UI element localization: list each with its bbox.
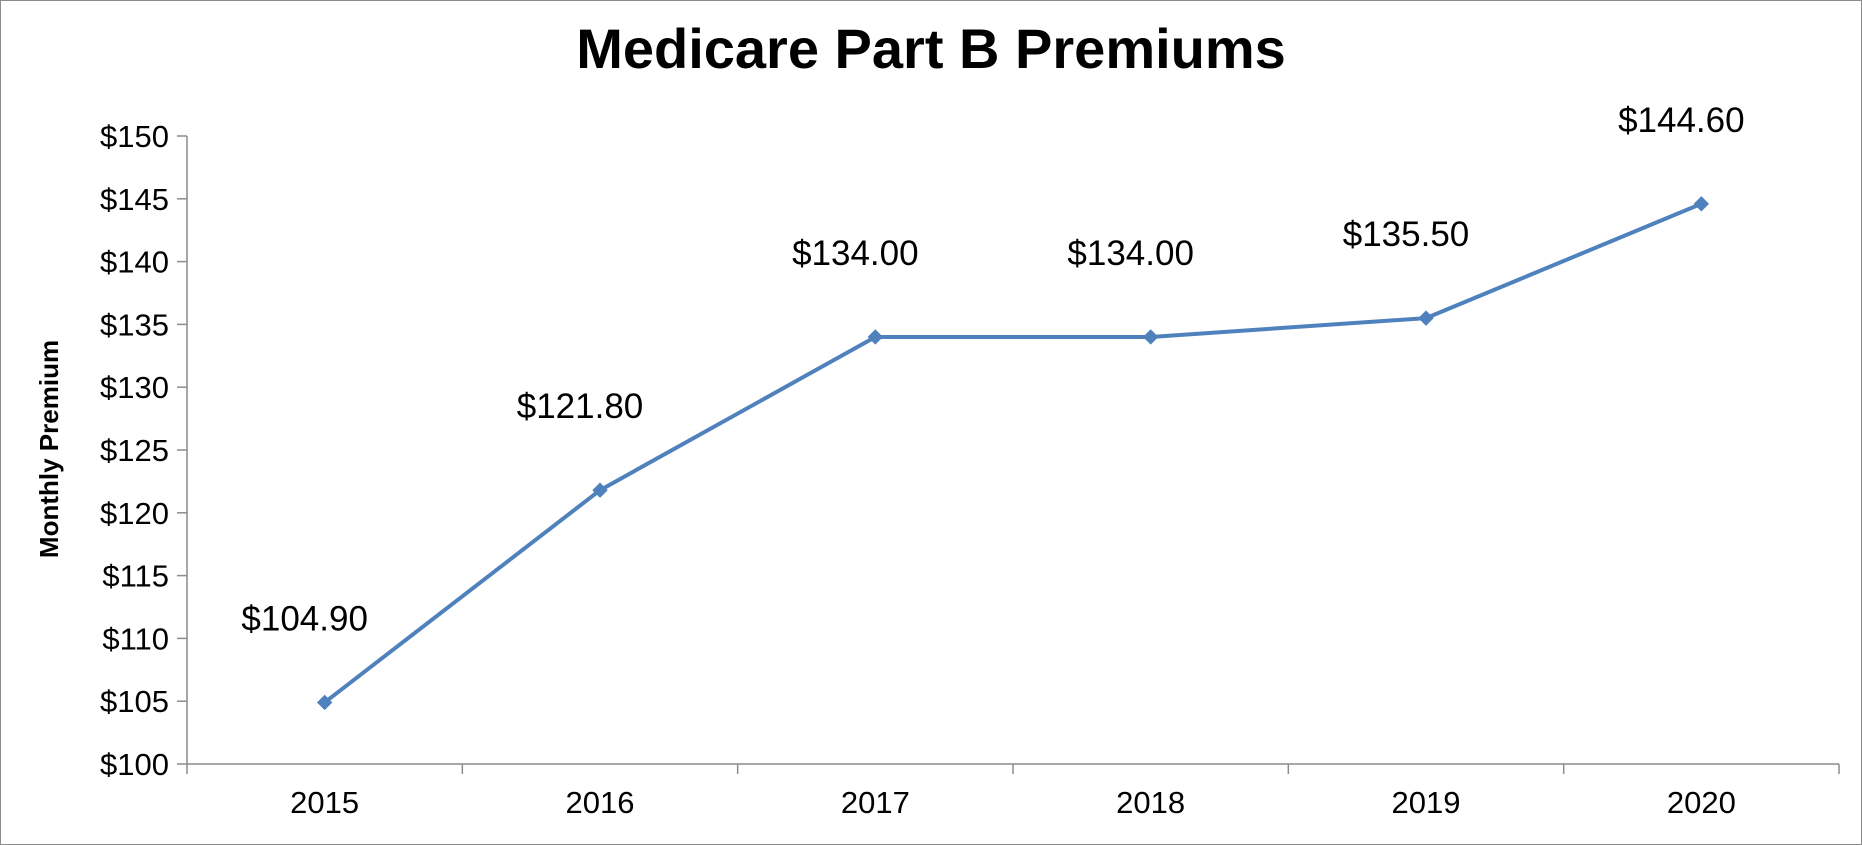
data-point-marker <box>1693 196 1710 212</box>
data-label: $135.50 <box>1343 215 1470 254</box>
data-label: $121.80 <box>517 387 644 426</box>
data-point-marker <box>592 482 608 498</box>
data-label: $134.00 <box>792 234 919 273</box>
y-tick-label: $125 <box>100 433 169 468</box>
y-axis-ticks: $100 $105 $110 $115 $120 $125 $130 $135 $140 $145… <box>100 119 187 782</box>
data-point-marker <box>1142 329 1159 345</box>
data-point-marker <box>867 329 884 345</box>
data-point-marker <box>1418 310 1434 326</box>
y-tick-label: $140 <box>100 245 169 280</box>
y-tick-label: $115 <box>102 559 169 594</box>
y-tick-label: $145 <box>100 182 169 217</box>
data-labels: $104.90 $121.80 $134.00 $134.00 $135.50 $144.… <box>241 101 1744 639</box>
x-axis-ticks: 2015 2016 2017 2018 2019 2020 <box>186 764 1840 820</box>
data-series <box>316 196 1710 711</box>
y-axis-title: Monthly Premium <box>34 340 64 558</box>
data-label: $144.60 <box>1618 101 1745 140</box>
x-tick-label: 2015 <box>290 785 359 820</box>
chart-title: Medicare Part B Premiums <box>576 17 1286 80</box>
x-tick-label: 2017 <box>841 785 910 820</box>
x-tick-label: 2019 <box>1392 785 1461 820</box>
y-tick-label: $150 <box>100 119 169 154</box>
data-label: $104.90 <box>241 599 368 638</box>
data-point-marker <box>316 694 333 711</box>
data-label: $134.00 <box>1067 234 1194 273</box>
series-line <box>323 201 1703 705</box>
y-tick-label: $135 <box>100 307 169 342</box>
y-tick-label: $105 <box>100 684 169 719</box>
x-tick-label: 2020 <box>1667 785 1736 820</box>
y-tick-label: $130 <box>100 370 169 405</box>
axes <box>186 136 1839 765</box>
x-tick-label: 2016 <box>566 785 635 820</box>
y-tick-label: $100 <box>100 747 169 782</box>
x-tick-label: 2018 <box>1116 785 1185 820</box>
y-tick-label: $110 <box>102 621 169 656</box>
y-tick-label: $120 <box>100 496 169 531</box>
